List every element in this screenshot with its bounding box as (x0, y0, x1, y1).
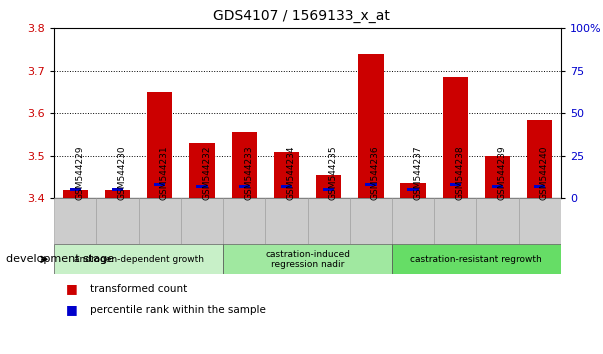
Text: GSM544240: GSM544240 (540, 145, 549, 200)
Text: GSM544237: GSM544237 (413, 145, 422, 200)
Text: castration-resistant regrowth: castration-resistant regrowth (411, 255, 542, 264)
Bar (281, 185, 292, 188)
Text: GDS4107 / 1569133_x_at: GDS4107 / 1569133_x_at (213, 9, 390, 23)
Text: GSM544239: GSM544239 (497, 145, 507, 200)
Text: GSM544232: GSM544232 (202, 145, 211, 200)
Bar (365, 183, 376, 186)
Bar (223, 198, 265, 244)
Bar (147, 92, 172, 198)
Bar (265, 198, 308, 244)
Text: GSM544236: GSM544236 (371, 145, 380, 200)
Bar (492, 185, 503, 188)
Bar (443, 77, 468, 198)
Text: percentile rank within the sample: percentile rank within the sample (90, 305, 267, 315)
Text: GSM544230: GSM544230 (118, 145, 127, 200)
Bar (197, 185, 207, 188)
Bar (223, 244, 392, 274)
Bar (400, 183, 426, 198)
Bar (54, 198, 96, 244)
Text: GSM544238: GSM544238 (455, 145, 464, 200)
Bar (105, 190, 130, 198)
Text: GSM544229: GSM544229 (75, 145, 84, 200)
Bar (358, 54, 384, 198)
Text: transformed count: transformed count (90, 284, 188, 293)
Text: ■: ■ (66, 303, 78, 316)
Bar (308, 198, 350, 244)
Bar (476, 198, 519, 244)
Bar (450, 183, 461, 186)
Bar (392, 244, 561, 274)
Bar (527, 120, 552, 198)
Text: androgen-dependent growth: androgen-dependent growth (74, 255, 204, 264)
Text: development stage: development stage (6, 254, 114, 264)
Bar (434, 198, 476, 244)
Bar (534, 185, 545, 188)
Bar (154, 183, 165, 186)
Bar (274, 152, 299, 198)
Text: GSM544235: GSM544235 (329, 145, 338, 200)
Bar (316, 175, 341, 198)
Bar (323, 188, 334, 192)
Text: castration-induced
regression nadir: castration-induced regression nadir (265, 250, 350, 269)
Bar (112, 188, 123, 192)
Bar (181, 198, 223, 244)
Bar (408, 188, 418, 192)
Bar (392, 198, 434, 244)
Bar (63, 190, 88, 198)
Bar (519, 198, 561, 244)
Text: ■: ■ (66, 282, 78, 295)
Text: GSM544231: GSM544231 (160, 145, 169, 200)
Bar (96, 198, 139, 244)
Bar (485, 156, 510, 198)
Bar (232, 132, 257, 198)
Bar (189, 143, 215, 198)
Bar (139, 198, 181, 244)
Bar (350, 198, 392, 244)
Bar (54, 244, 223, 274)
Bar (70, 188, 81, 192)
Bar (239, 185, 250, 188)
Text: GSM544233: GSM544233 (244, 145, 253, 200)
Text: GSM544234: GSM544234 (286, 145, 295, 200)
